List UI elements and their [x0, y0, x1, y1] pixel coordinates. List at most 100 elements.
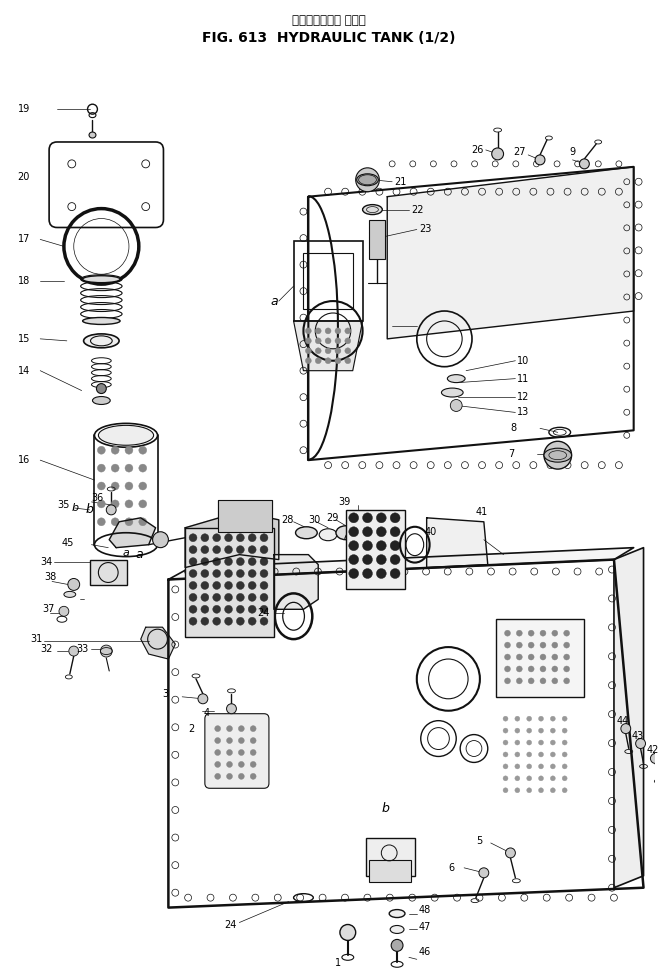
Circle shape	[236, 534, 244, 542]
Circle shape	[377, 554, 386, 564]
Circle shape	[125, 446, 133, 454]
Ellipse shape	[363, 205, 382, 215]
Circle shape	[515, 716, 520, 721]
Circle shape	[189, 546, 197, 553]
Circle shape	[550, 752, 555, 757]
Circle shape	[250, 773, 256, 779]
Circle shape	[363, 569, 373, 579]
Circle shape	[562, 764, 567, 769]
Circle shape	[503, 788, 508, 793]
Circle shape	[201, 617, 209, 626]
Ellipse shape	[336, 526, 355, 540]
Circle shape	[562, 728, 567, 733]
Circle shape	[68, 579, 79, 590]
Circle shape	[345, 338, 351, 344]
Text: a: a	[270, 295, 277, 307]
Circle shape	[527, 776, 532, 781]
Circle shape	[139, 446, 147, 454]
Circle shape	[552, 666, 558, 671]
Text: 47: 47	[419, 922, 431, 932]
Text: 41: 41	[476, 507, 488, 517]
Circle shape	[563, 654, 569, 660]
Circle shape	[250, 750, 256, 755]
Circle shape	[363, 512, 373, 523]
Circle shape	[226, 773, 232, 779]
Circle shape	[562, 716, 567, 721]
Circle shape	[139, 465, 147, 472]
Polygon shape	[168, 548, 634, 580]
Circle shape	[139, 500, 147, 508]
Circle shape	[363, 527, 373, 537]
Circle shape	[125, 482, 133, 490]
Ellipse shape	[99, 426, 154, 445]
Circle shape	[213, 605, 220, 613]
Circle shape	[201, 570, 209, 578]
Circle shape	[527, 740, 532, 745]
Circle shape	[325, 338, 331, 344]
Circle shape	[492, 148, 504, 160]
Circle shape	[69, 646, 79, 656]
Circle shape	[214, 750, 220, 755]
Bar	[369, 860, 411, 881]
Circle shape	[248, 617, 256, 626]
Circle shape	[550, 728, 555, 733]
Text: 38: 38	[44, 573, 56, 583]
Text: 24: 24	[224, 919, 237, 929]
Text: 36: 36	[91, 493, 104, 503]
Circle shape	[189, 617, 197, 626]
Circle shape	[97, 518, 105, 526]
Circle shape	[377, 512, 386, 523]
Text: 40: 40	[425, 527, 437, 537]
Circle shape	[516, 654, 522, 660]
Circle shape	[349, 541, 359, 550]
Polygon shape	[185, 511, 279, 568]
Circle shape	[153, 532, 168, 548]
Text: 45: 45	[62, 538, 74, 548]
Text: 24: 24	[257, 608, 269, 618]
Circle shape	[325, 358, 331, 364]
Circle shape	[377, 541, 386, 550]
Bar	[369, 220, 385, 260]
Circle shape	[248, 557, 256, 565]
Circle shape	[97, 446, 105, 454]
Circle shape	[214, 761, 220, 767]
Circle shape	[552, 678, 558, 684]
Circle shape	[260, 605, 268, 613]
Circle shape	[248, 534, 256, 542]
Circle shape	[97, 465, 105, 472]
Circle shape	[349, 527, 359, 537]
Text: 10: 10	[517, 355, 530, 366]
Text: 44: 44	[617, 715, 629, 726]
Text: 26: 26	[471, 144, 483, 155]
Circle shape	[504, 642, 510, 648]
Circle shape	[621, 723, 631, 734]
Circle shape	[236, 546, 244, 553]
Circle shape	[528, 654, 534, 660]
Circle shape	[260, 582, 268, 590]
Text: FIG. 613  HYDRAULIC TANK (1/2): FIG. 613 HYDRAULIC TANK (1/2)	[203, 30, 456, 45]
Circle shape	[315, 347, 321, 353]
Circle shape	[345, 347, 351, 353]
Text: 13: 13	[517, 407, 530, 418]
Circle shape	[503, 740, 508, 745]
Bar	[346, 509, 405, 590]
Text: 37: 37	[42, 604, 54, 614]
Circle shape	[540, 666, 546, 671]
Circle shape	[226, 738, 232, 744]
Ellipse shape	[83, 275, 120, 283]
Circle shape	[349, 569, 359, 579]
Text: 43: 43	[632, 731, 643, 741]
Circle shape	[213, 582, 220, 590]
Circle shape	[226, 761, 232, 767]
Text: 27: 27	[514, 147, 526, 157]
Circle shape	[503, 728, 508, 733]
Polygon shape	[427, 518, 488, 568]
Text: 2: 2	[188, 723, 195, 734]
Circle shape	[201, 557, 209, 565]
Ellipse shape	[448, 375, 465, 383]
Circle shape	[250, 725, 256, 732]
Bar	[185, 528, 274, 637]
Bar	[496, 619, 585, 697]
Circle shape	[345, 358, 351, 364]
Ellipse shape	[357, 174, 379, 185]
